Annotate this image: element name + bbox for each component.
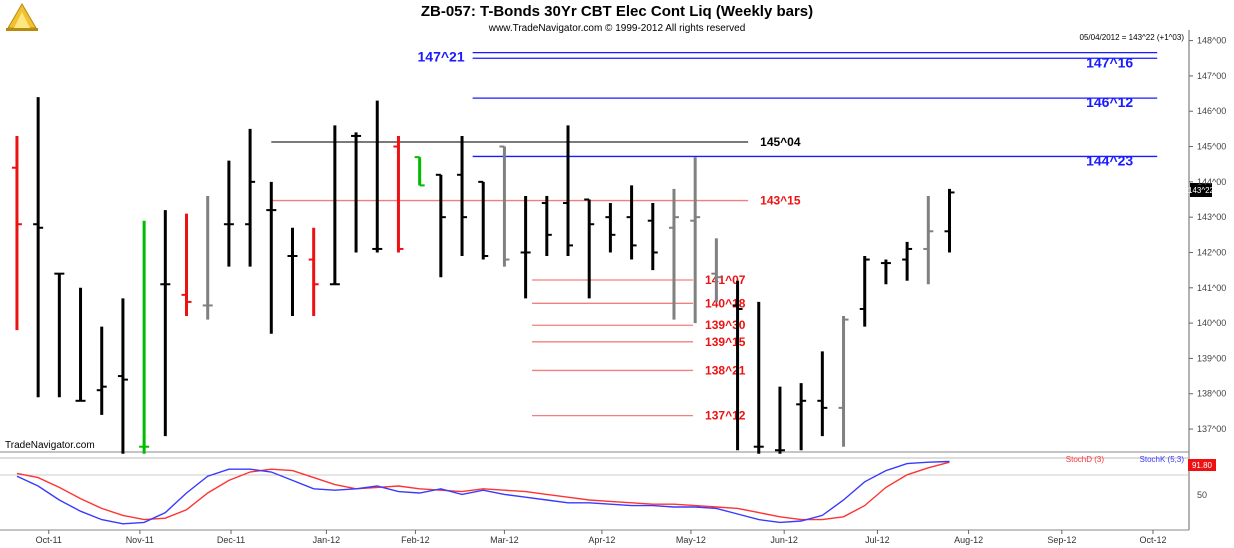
price-ticks: 148^00 147^00 146^00 145^00 144^00 143^00 142^… [1189, 36, 1226, 434]
legend-stochd: StochD (3) [1066, 455, 1105, 464]
last-price-label: 143^22 [1188, 186, 1215, 195]
x-tick-label: Jan-12 [313, 535, 341, 545]
level-label: 141^07 [705, 273, 746, 287]
x-tick-label: Jun-12 [770, 535, 798, 545]
x-tick-label: Sep-12 [1047, 535, 1076, 545]
level-label: 139^30 [705, 318, 746, 332]
stoch-tick-50: 50 [1197, 490, 1207, 500]
x-tick-label: Oct-11 [36, 535, 62, 545]
price-tick-label: 142^00 [1197, 247, 1226, 257]
price-tick-label: 148^00 [1197, 36, 1226, 46]
price-tick-label: 147^00 [1197, 71, 1226, 81]
ohlc-bars [11, 97, 955, 454]
watermark: TradeNavigator.com [5, 440, 95, 451]
price-tick-label: 138^00 [1197, 389, 1226, 399]
x-tick-label: Oct-12 [1139, 535, 1166, 545]
price-tick-label: 137^00 [1197, 424, 1226, 434]
x-tick-label: Feb-12 [401, 535, 430, 545]
price-tick-label: 144^00 [1197, 177, 1226, 187]
level-label: 139^15 [705, 335, 746, 349]
price-tick-label: 143^00 [1197, 212, 1226, 222]
level-label: 147^21 [418, 49, 465, 65]
level-label: 146^12 [1086, 94, 1133, 110]
x-tick-label: Apr-12 [588, 535, 615, 545]
stoch-badge-value: 91.80 [1192, 461, 1213, 470]
x-tick-label: Nov-11 [126, 535, 154, 545]
chart-subtitle: www.TradeNavigator.com © 1999-2012 All r… [488, 23, 746, 34]
price-tick-label: 146^00 [1197, 106, 1226, 116]
level-label: 145^04 [760, 135, 801, 149]
legend-stochk: StochK (5,3) [1140, 455, 1185, 464]
stochastic-panel [16, 460, 950, 525]
price-tick-label: 145^00 [1197, 142, 1226, 152]
header-quote: 05/04/2012 = 143^22 (+1^03) [1080, 33, 1185, 42]
level-label: 143^15 [760, 194, 801, 208]
level-label: 147^16 [1086, 54, 1133, 70]
price-tick-label: 139^00 [1197, 353, 1226, 363]
stoch-badge [1188, 459, 1216, 471]
x-tick-label: May-12 [676, 535, 706, 545]
price-tick-label: 141^00 [1197, 283, 1226, 293]
x-tick-label: Aug-12 [954, 535, 983, 545]
last-price-badge [1190, 183, 1212, 197]
stochd-line [16, 461, 950, 521]
level-label: 137^12 [705, 409, 746, 423]
x-tick-label: Jul-12 [865, 535, 890, 545]
price-tick-label: 140^00 [1197, 318, 1226, 328]
x-tick-label: Dec-11 [217, 535, 245, 545]
level-label: 138^21 [705, 363, 746, 377]
stochk-line [16, 460, 950, 525]
tradenavigator-logo [6, 3, 38, 31]
level-label: 144^23 [1086, 152, 1133, 168]
x-ticks: Oct-11 Nov-11 Dec-11 Jan-12 Feb-12 Mar-12 Apr-… [36, 530, 1166, 545]
x-tick-label: Mar-12 [490, 535, 519, 545]
chart-title: ZB-057: T-Bonds 30Yr CBT Elec Cont Liq (… [421, 3, 813, 20]
